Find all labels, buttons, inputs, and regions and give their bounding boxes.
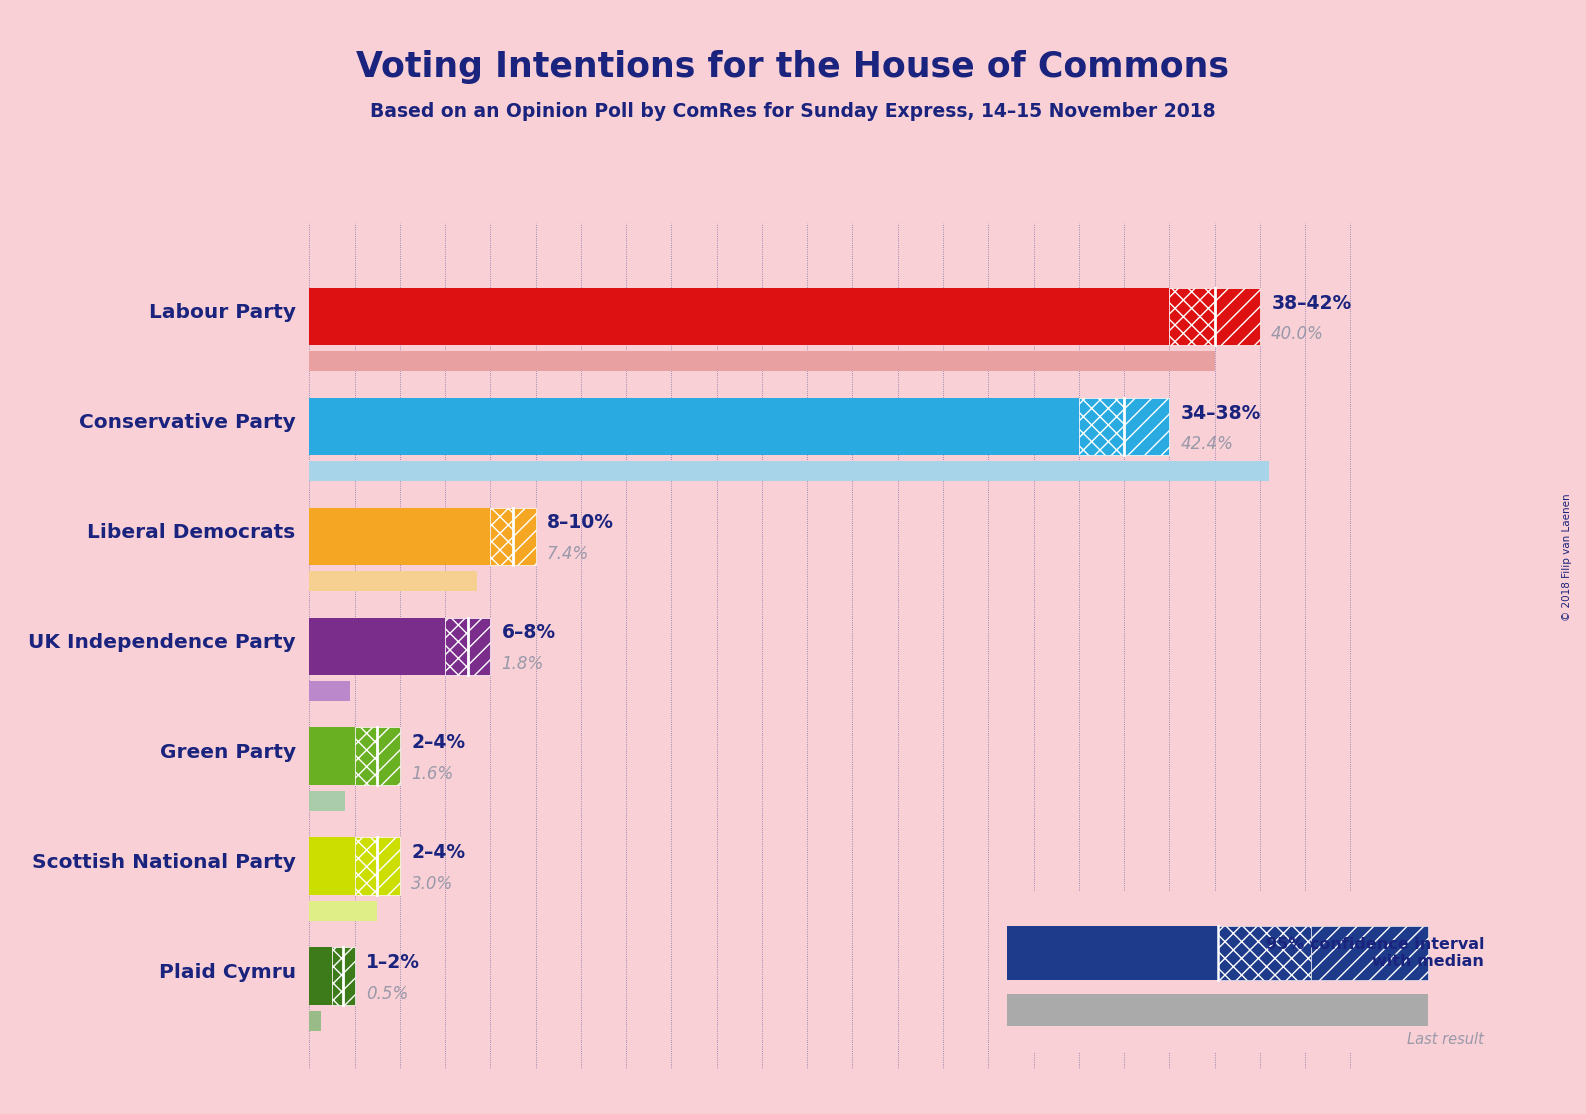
Bar <box>343 947 355 1005</box>
Bar <box>1169 287 1215 345</box>
Text: Scottish National Party: Scottish National Party <box>32 853 295 872</box>
Bar <box>1312 926 1427 980</box>
Bar <box>1124 398 1169 455</box>
Bar <box>512 508 536 565</box>
Bar <box>446 617 468 675</box>
Bar <box>309 727 355 784</box>
Text: 40.0%: 40.0% <box>1272 325 1324 343</box>
Text: 1.6%: 1.6% <box>411 764 454 783</box>
Bar <box>355 838 377 895</box>
Bar <box>355 727 377 784</box>
Text: 2–4%: 2–4% <box>411 733 465 752</box>
Text: Conservative Party: Conservative Party <box>79 413 295 432</box>
Bar <box>309 617 446 675</box>
Text: 34–38%: 34–38% <box>1180 403 1261 422</box>
Text: 0.5%: 0.5% <box>366 985 408 1003</box>
Text: Green Party: Green Party <box>160 743 295 762</box>
Bar <box>1078 398 1124 455</box>
Text: 3.0%: 3.0% <box>411 874 454 892</box>
Text: Last result: Last result <box>1407 1032 1484 1047</box>
Text: Plaid Cymru: Plaid Cymru <box>159 964 295 983</box>
Bar <box>309 682 351 701</box>
Text: UK Independence Party: UK Independence Party <box>29 634 295 653</box>
Bar <box>309 508 490 565</box>
Text: 6–8%: 6–8% <box>501 624 555 643</box>
Bar <box>309 351 1215 371</box>
Bar <box>309 287 1169 345</box>
Bar <box>490 508 512 565</box>
Text: © 2018 Filip van Laenen: © 2018 Filip van Laenen <box>1562 494 1572 620</box>
Bar <box>377 838 400 895</box>
Bar <box>309 1012 320 1030</box>
Text: 1–2%: 1–2% <box>366 954 420 973</box>
Bar <box>309 947 331 1005</box>
Text: Based on an Opinion Poll by ComRes for Sunday Express, 14–15 November 2018: Based on an Opinion Poll by ComRes for S… <box>370 102 1216 121</box>
Bar <box>331 947 343 1005</box>
Bar <box>377 727 400 784</box>
Text: 7.4%: 7.4% <box>547 545 588 563</box>
Text: 95% confidence interval
with median: 95% confidence interval with median <box>1266 937 1484 969</box>
Bar <box>309 461 1269 481</box>
Bar <box>309 791 346 811</box>
Text: 38–42%: 38–42% <box>1272 294 1351 313</box>
Text: Labour Party: Labour Party <box>149 303 295 322</box>
Text: Voting Intentions for the House of Commons: Voting Intentions for the House of Commo… <box>357 50 1229 85</box>
Text: 1.8%: 1.8% <box>501 655 544 673</box>
Bar <box>309 838 355 895</box>
Text: 42.4%: 42.4% <box>1180 434 1234 452</box>
Text: Liberal Democrats: Liberal Democrats <box>87 524 295 543</box>
Text: 2–4%: 2–4% <box>411 843 465 862</box>
Bar <box>1007 926 1218 980</box>
Bar <box>309 398 1078 455</box>
Bar <box>468 617 490 675</box>
Bar <box>1215 287 1259 345</box>
Bar <box>1007 994 1427 1026</box>
Bar <box>309 901 377 921</box>
Bar <box>309 571 477 592</box>
Text: 8–10%: 8–10% <box>547 514 614 532</box>
Bar <box>1218 926 1312 980</box>
